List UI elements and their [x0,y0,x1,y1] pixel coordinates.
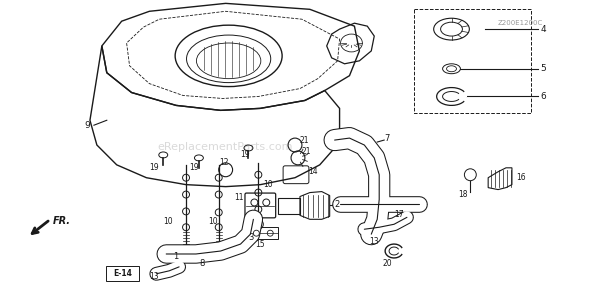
Text: 12: 12 [219,158,228,167]
Text: 15: 15 [255,240,265,249]
Text: 16: 16 [516,173,526,182]
Text: 13: 13 [149,272,159,281]
Text: 3: 3 [248,233,254,242]
Text: 13: 13 [369,237,379,246]
Text: FR.: FR. [53,216,70,226]
Text: 21: 21 [302,148,312,156]
Text: 6: 6 [540,92,546,101]
Text: 10: 10 [208,217,218,226]
Text: 19: 19 [241,150,250,159]
Text: 14: 14 [308,167,317,176]
Text: 10: 10 [163,217,173,226]
Text: 10: 10 [263,180,273,189]
Text: E-14: E-14 [113,269,132,278]
Text: 8: 8 [199,259,204,268]
Text: 7: 7 [384,134,389,142]
Text: 9: 9 [84,121,90,130]
Text: 2: 2 [335,200,340,209]
Text: 18: 18 [458,190,468,199]
Text: 20: 20 [382,259,392,268]
Text: 11: 11 [235,193,244,202]
Text: 1: 1 [173,253,179,261]
Text: Z200E1200C: Z200E1200C [497,20,543,26]
Text: 19: 19 [189,163,199,172]
Text: 5: 5 [540,64,546,73]
Text: 4: 4 [540,24,546,34]
Text: 21: 21 [300,136,309,145]
Bar [414,9,531,113]
Text: eReplacementParts.com: eReplacementParts.com [157,142,293,153]
Text: 19: 19 [149,163,159,172]
Text: 17: 17 [394,210,404,219]
